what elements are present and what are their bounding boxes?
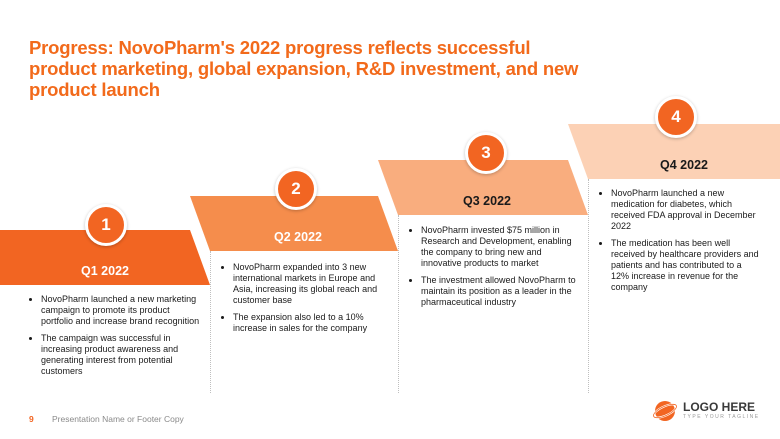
slide-title: Progress: NovoPharm's 2022 progress refl… [29, 37, 579, 100]
orbit-logo-icon [652, 401, 678, 421]
bullet-item: NovoPharm invested $75 million in Resear… [421, 225, 581, 269]
step-bullets-q3: NovoPharm invested $75 million in Resear… [410, 225, 581, 314]
column-divider [210, 251, 211, 393]
step-band-q3: Q3 2022 [378, 160, 588, 215]
step-quarter-label: Q1 2022 [81, 264, 129, 278]
step-number-badge: 2 [275, 168, 317, 210]
step-number-badge: 1 [85, 204, 127, 246]
page-number: 9 [29, 414, 34, 424]
column-divider [588, 179, 589, 393]
step-bullets-q2: NovoPharm expanded into 3 new internatio… [222, 262, 391, 340]
step-number-badge: 4 [655, 96, 697, 138]
bullet-item: The expansion also led to a 10% increase… [233, 312, 391, 334]
step-band-q4: Q4 2022 [568, 124, 780, 179]
step-quarter-label: Q2 2022 [274, 230, 322, 244]
logo-tagline: TYPE YOUR TAGLINE [683, 414, 760, 420]
bullet-item: The investment allowed NovoPharm to main… [421, 275, 581, 308]
step-bullets-q1: NovoPharm launched a new marketing campa… [30, 294, 201, 383]
bullet-item: NovoPharm launched a new medication for … [611, 188, 761, 232]
step-bullets-q4: NovoPharm launched a new medication for … [600, 188, 761, 299]
footer-copy: Presentation Name or Footer Copy [52, 414, 184, 424]
logo-name: LOGO HERE [683, 400, 756, 414]
bullet-item: NovoPharm expanded into 3 new internatio… [233, 262, 391, 306]
step-number-badge: 3 [465, 132, 507, 174]
bullet-item: NovoPharm launched a new marketing campa… [41, 294, 201, 327]
logo: LOGO HERE TYPE YOUR TAGLINE [652, 398, 760, 424]
step-quarter-label: Q3 2022 [463, 194, 511, 208]
column-divider [398, 215, 399, 393]
bullet-item: The campaign was successful in increasin… [41, 333, 201, 377]
step-quarter-label: Q4 2022 [660, 158, 708, 172]
bullet-item: The medication has been well received by… [611, 238, 761, 293]
